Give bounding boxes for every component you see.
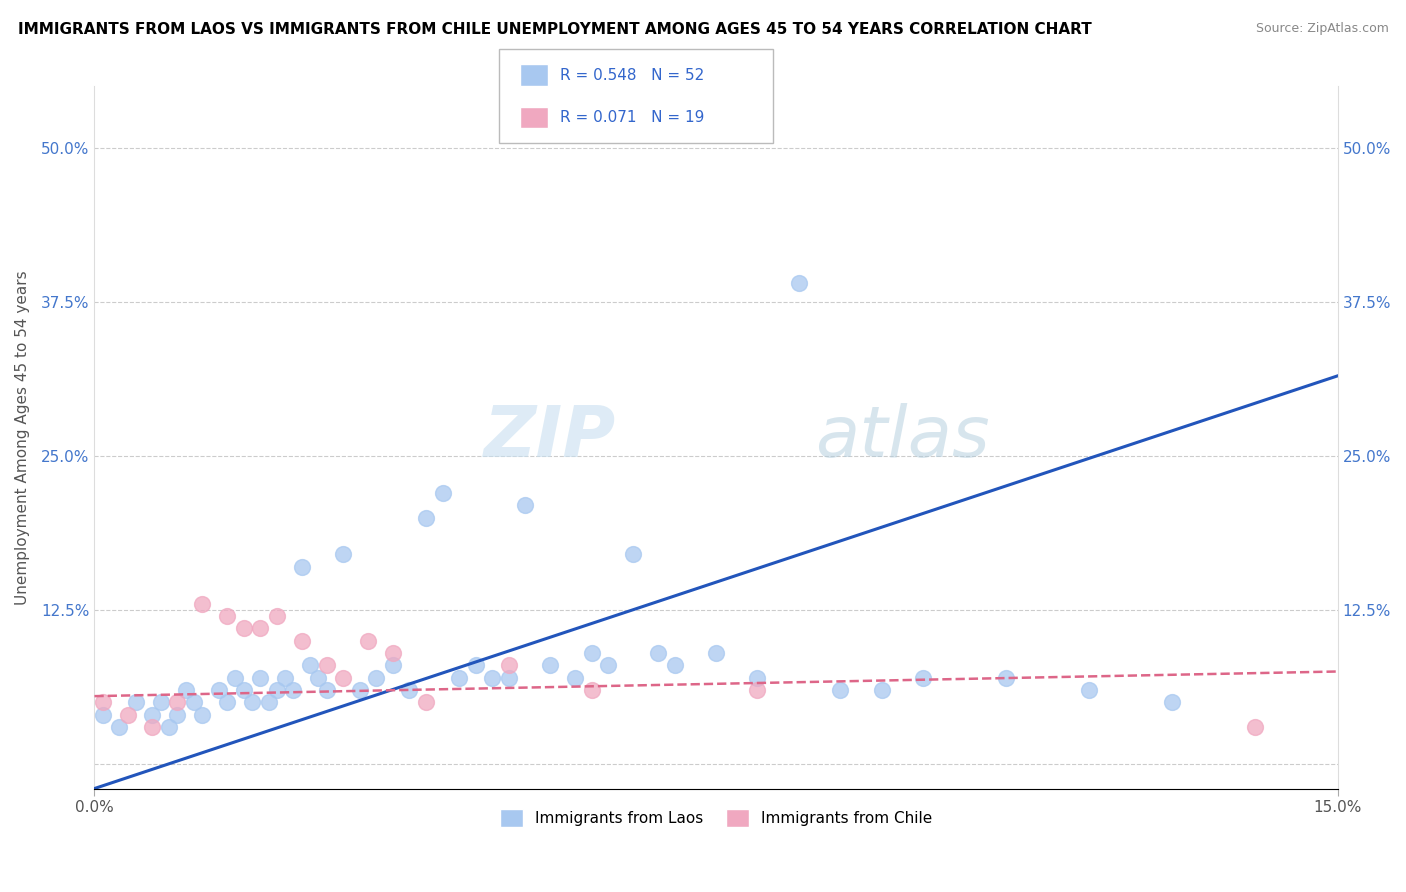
Point [240, 695, 263, 709]
Point [217, 609, 239, 624]
Point [1078, 683, 1101, 698]
Point [149, 695, 172, 709]
Point [283, 683, 305, 698]
Point [415, 510, 437, 524]
Point [157, 720, 180, 734]
Point [315, 658, 337, 673]
Point [621, 548, 644, 562]
Point [266, 683, 288, 698]
Point [995, 671, 1018, 685]
Point [366, 671, 388, 685]
Point [747, 683, 769, 698]
Point [315, 683, 337, 698]
Point [381, 646, 404, 660]
Point [183, 695, 205, 709]
Point [581, 683, 603, 698]
Point [307, 671, 329, 685]
Point [191, 707, 214, 722]
Point [91, 707, 114, 722]
Point [581, 646, 603, 660]
Point [257, 695, 280, 709]
Point [298, 658, 321, 673]
Point [498, 671, 520, 685]
Point [704, 646, 727, 660]
Point [332, 671, 354, 685]
Point [912, 671, 935, 685]
Point [208, 683, 231, 698]
Point [91, 695, 114, 709]
Point [108, 720, 131, 734]
Point [249, 671, 271, 685]
Text: IMMIGRANTS FROM LAOS VS IMMIGRANTS FROM CHILE UNEMPLOYMENT AMONG AGES 45 TO 54 Y: IMMIGRANTS FROM LAOS VS IMMIGRANTS FROM … [18, 22, 1092, 37]
Point [830, 683, 852, 698]
Point [141, 707, 163, 722]
Point [232, 683, 254, 698]
Point [747, 671, 769, 685]
Point [166, 707, 188, 722]
Point [141, 720, 163, 734]
Point [538, 658, 561, 673]
Point [564, 671, 586, 685]
Point [217, 695, 239, 709]
Point [174, 683, 197, 698]
Point [1243, 720, 1265, 734]
Point [398, 683, 420, 698]
Text: ZIP: ZIP [484, 403, 617, 472]
Point [274, 671, 297, 685]
Point [291, 559, 314, 574]
Point [349, 683, 371, 698]
Point [249, 621, 271, 635]
Point [481, 671, 503, 685]
Point [381, 658, 404, 673]
Point [266, 609, 288, 624]
Point [191, 597, 214, 611]
Point [787, 277, 810, 291]
Legend: Immigrants from Laos, Immigrants from Chile: Immigrants from Laos, Immigrants from Ch… [494, 803, 939, 833]
Point [357, 633, 380, 648]
Text: R = 0.548   N = 52: R = 0.548 N = 52 [560, 68, 704, 83]
Point [449, 671, 471, 685]
Point [464, 658, 486, 673]
Point [647, 646, 669, 660]
Point [664, 658, 686, 673]
Point [125, 695, 148, 709]
Point [117, 707, 139, 722]
Text: atlas: atlas [815, 403, 990, 472]
Point [166, 695, 188, 709]
Point [291, 633, 314, 648]
Point [515, 498, 537, 512]
Point [498, 658, 520, 673]
Point [332, 548, 354, 562]
Point [415, 695, 437, 709]
Text: R = 0.071   N = 19: R = 0.071 N = 19 [560, 110, 704, 125]
Point [232, 621, 254, 635]
Text: Source: ZipAtlas.com: Source: ZipAtlas.com [1256, 22, 1389, 36]
Point [224, 671, 246, 685]
Point [598, 658, 620, 673]
Y-axis label: Unemployment Among Ages 45 to 54 years: Unemployment Among Ages 45 to 54 years [15, 270, 30, 605]
Point [1160, 695, 1182, 709]
Point [432, 486, 454, 500]
Point [870, 683, 893, 698]
